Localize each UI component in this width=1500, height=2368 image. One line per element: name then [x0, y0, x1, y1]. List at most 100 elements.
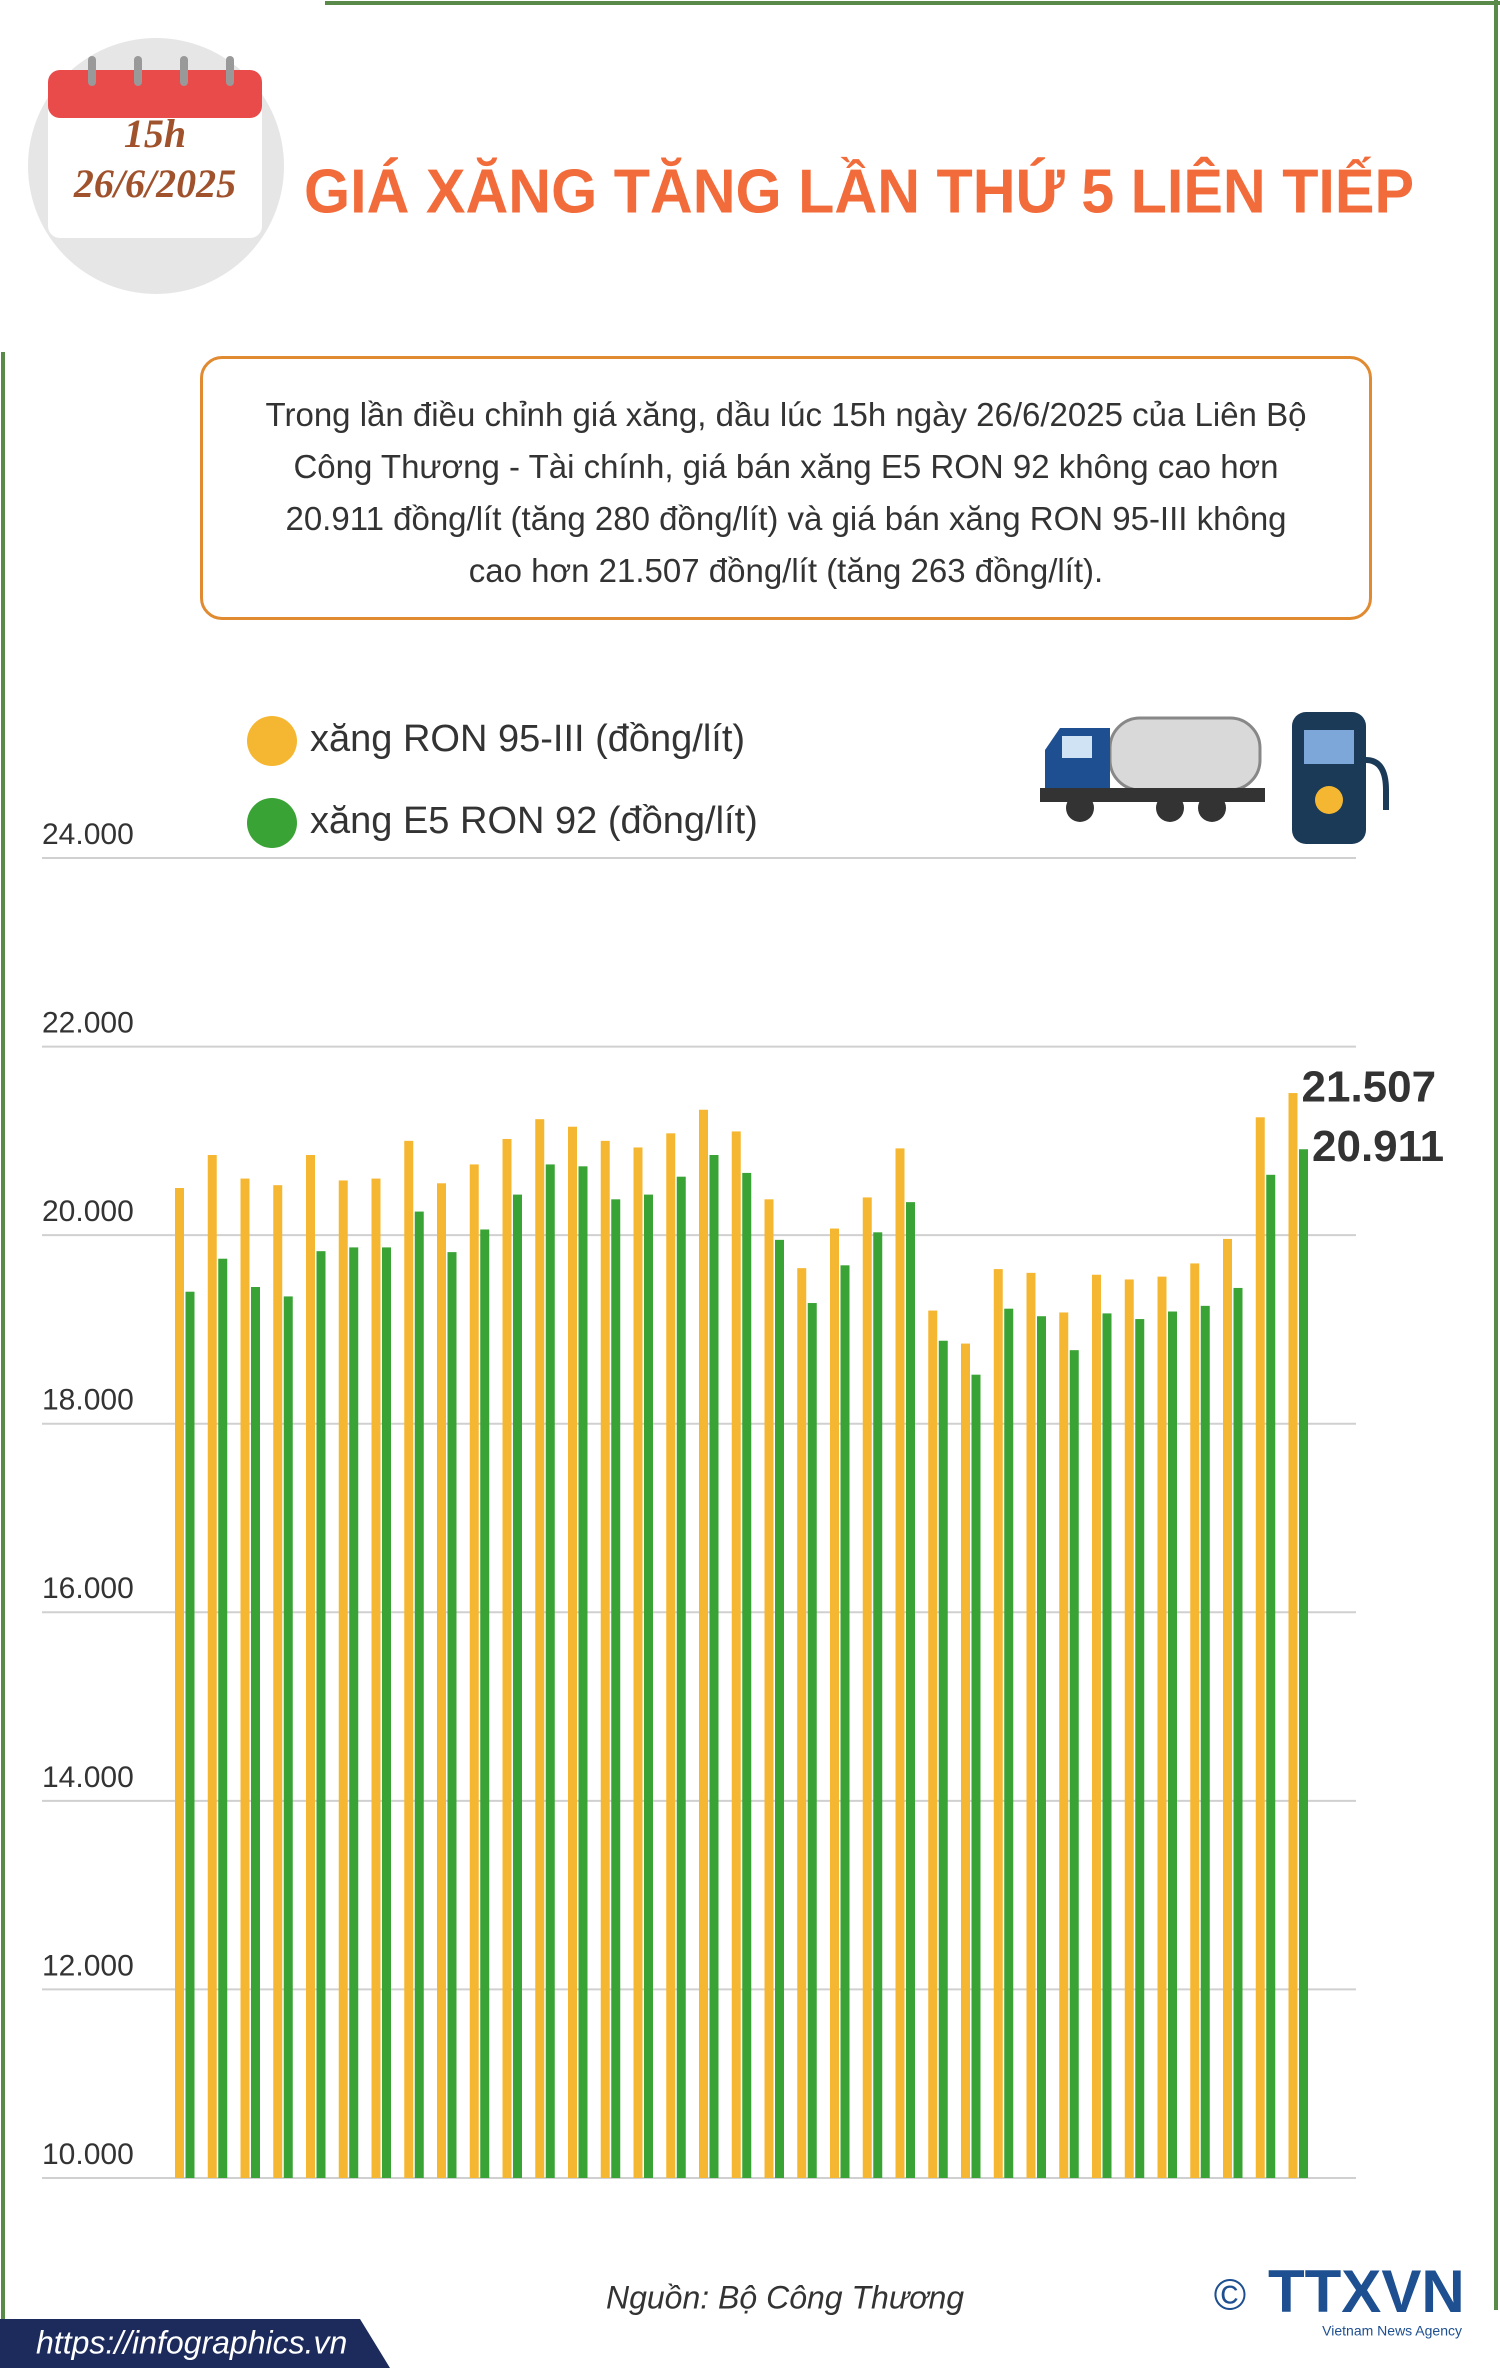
bar [1223, 1238, 1232, 2178]
bar [306, 1155, 315, 2178]
bar [1004, 1308, 1014, 2178]
bar [545, 1164, 555, 2178]
bar [731, 1131, 741, 2178]
date: 26/6/2025 [73, 161, 236, 206]
bar [414, 1211, 424, 2178]
bar [1124, 1279, 1134, 2178]
copyright: © [1214, 2271, 1246, 2320]
y-tick-label: 24.000 [42, 818, 134, 851]
calendar-top [48, 70, 262, 118]
bar [513, 1194, 522, 2178]
y-tick-label: 16.000 [42, 1572, 134, 1605]
bar [1092, 1274, 1101, 2178]
bar [1233, 1287, 1243, 2178]
y-tick-label: 18.000 [42, 1384, 134, 1417]
bar [382, 1247, 391, 2178]
legend-swatch [247, 798, 297, 848]
bar [742, 1172, 752, 2178]
bar [840, 1265, 850, 2178]
bar [535, 1119, 545, 2178]
bar [404, 1140, 414, 2178]
y-tick-label: 10.000 [42, 2138, 134, 2171]
bar [971, 1374, 981, 2178]
bar [600, 1140, 610, 2178]
bar [1135, 1319, 1145, 2178]
bar [1299, 1149, 1308, 2178]
bar [993, 1269, 1003, 2178]
bar [1168, 1311, 1177, 2178]
bar [568, 1126, 577, 2178]
bar [480, 1229, 490, 2178]
bar [447, 1252, 457, 2178]
legend-label: xăng RON 95-III (đồng/lít) [310, 718, 745, 760]
logo: TTXVN [1268, 2258, 1465, 2325]
bar [895, 1148, 905, 2178]
bar [349, 1247, 359, 2178]
bar [764, 1199, 774, 2178]
legend-swatch [247, 716, 297, 766]
bar [1200, 1305, 1210, 2178]
bar [437, 1183, 446, 2178]
title: GIÁ XĂNG TĂNG LẦN THỨ 5 LIÊN TIẾP [304, 157, 1414, 226]
bar [502, 1138, 512, 2178]
bar [775, 1239, 784, 2178]
bar [873, 1232, 883, 2178]
bar [1069, 1350, 1079, 2178]
y-tick-label: 12.000 [42, 1949, 134, 1982]
bar [666, 1133, 676, 2178]
calendar-rings [88, 56, 234, 86]
bar [1037, 1316, 1046, 2178]
bar [699, 1109, 708, 2178]
time: 15h [124, 111, 186, 156]
bar [862, 1197, 872, 2178]
bar [273, 1185, 283, 2178]
bar [240, 1178, 250, 2178]
website: https://infographics.vn [36, 2324, 347, 2360]
bar [218, 1258, 228, 2178]
bar [928, 1310, 938, 2178]
bar [316, 1251, 326, 2178]
bar [676, 1176, 686, 2178]
bar [1266, 1174, 1276, 2178]
value-label: 20.911 [1312, 1122, 1444, 1171]
bar [338, 1180, 348, 2178]
bar [1059, 1312, 1069, 2178]
bar [578, 1166, 588, 2178]
value-label: 21.507 [1302, 1063, 1437, 1112]
pump-icon [1292, 712, 1389, 844]
bar [1157, 1276, 1167, 2178]
y-tick-label: 20.000 [42, 1195, 134, 1228]
bar [961, 1343, 970, 2178]
source: Nguồn: Bộ Công Thương [606, 2279, 964, 2315]
bar [611, 1199, 621, 2178]
bar [709, 1155, 719, 2178]
bar [371, 1178, 381, 2178]
bar [633, 1147, 643, 2178]
bar [469, 1164, 479, 2178]
y-tick-label: 14.000 [42, 1761, 134, 1794]
bar [830, 1228, 839, 2178]
legend-label: xăng E5 RON 92 (đồng/lít) [310, 800, 758, 842]
bar [251, 1287, 260, 2178]
truck-icon [1040, 716, 1265, 822]
bar [807, 1303, 817, 2178]
bar [175, 1188, 184, 2178]
bar [207, 1155, 217, 2178]
bar [1026, 1272, 1036, 2178]
footer-bar [0, 2319, 390, 2368]
bar [185, 1291, 195, 2178]
bar [906, 1202, 915, 2178]
bar [797, 1268, 807, 2178]
bar [283, 1296, 293, 2178]
bar [1190, 1263, 1200, 2178]
bar [1102, 1313, 1112, 2178]
summary-box: Trong lần điều chỉnh giá xăng, dầu lúc 1… [200, 356, 1372, 620]
bar [644, 1194, 653, 2178]
y-tick-label: 22.000 [42, 1006, 134, 1039]
bar [1255, 1117, 1265, 2178]
bar [1288, 1093, 1298, 2178]
logo-sub: Vietnam News Agency [1322, 2323, 1462, 2339]
bar [938, 1340, 948, 2178]
